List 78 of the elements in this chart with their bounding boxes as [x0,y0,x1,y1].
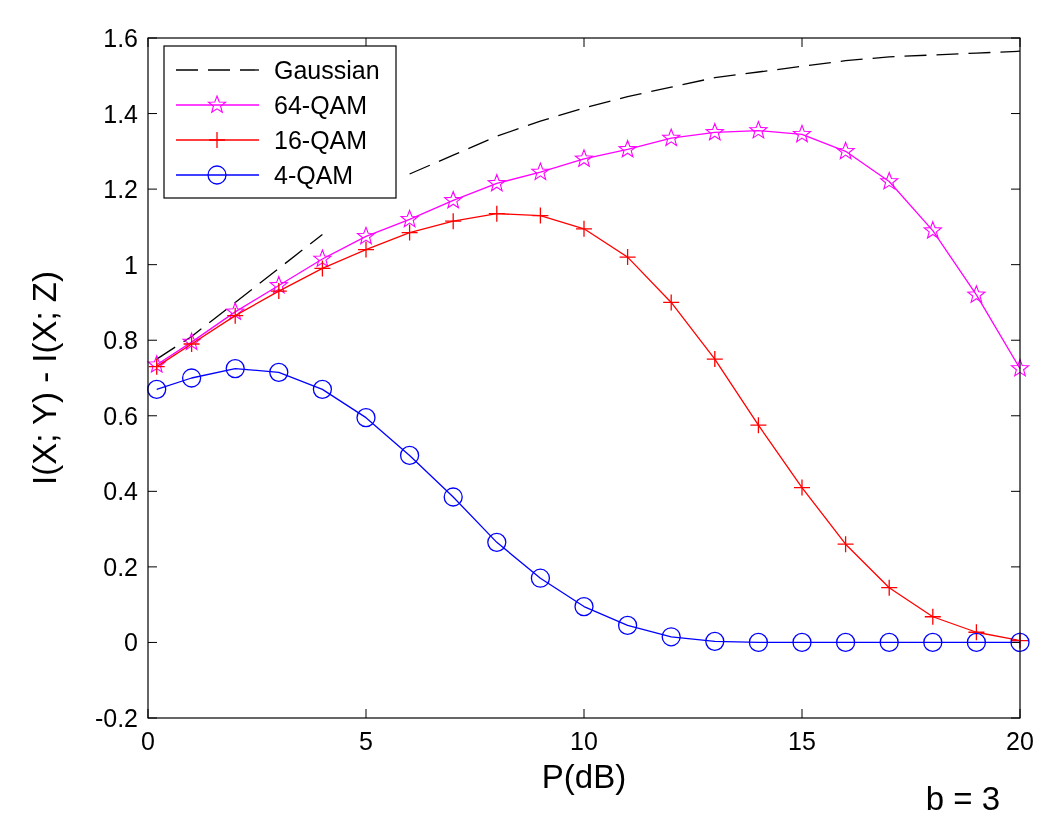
legend-label: 16-QAM [274,126,368,154]
point [444,212,462,230]
point [792,632,812,653]
point [618,139,637,158]
point [400,223,419,242]
y-tick-label: 0.6 [103,401,138,430]
point [574,149,594,167]
point [617,615,638,636]
point [530,568,551,588]
point [313,259,332,278]
point [531,206,550,225]
point [923,632,943,653]
point [924,608,942,626]
x-tick-label: 15 [788,727,816,755]
point [147,379,167,399]
y-tick-label: 1.4 [103,99,139,128]
point [705,122,724,141]
y-tick-label: 0.8 [103,326,138,355]
point [443,487,463,507]
point [793,478,811,497]
point [879,632,899,653]
point [967,623,986,641]
point [749,121,768,139]
x-tick-label: 5 [359,727,373,755]
x-tick-label: 10 [570,727,598,755]
point [966,632,987,653]
point [269,275,288,294]
point [312,379,333,399]
point [400,209,419,228]
point [706,350,724,368]
point [487,173,506,192]
y-tick-label: 0.2 [103,552,138,581]
point [531,162,550,180]
point [923,221,942,239]
point [880,579,898,597]
point [225,358,245,379]
point [356,226,376,245]
point [270,282,288,300]
point [748,632,769,653]
point [1010,359,1030,377]
y-tick-label: 1 [124,250,138,279]
point [488,205,506,223]
point [574,596,594,617]
text: b = 3 [925,780,1000,817]
point [967,285,986,303]
legend-label: 4-QAM [274,161,354,189]
point [226,302,245,320]
point [661,627,681,647]
point [226,307,244,325]
x-axis-title: P(dB) [541,758,627,795]
point [835,632,856,653]
point [618,248,637,266]
x-tick-label: 20 [1006,727,1034,755]
point [880,172,899,190]
point [313,249,332,267]
point [444,190,463,209]
point [705,631,725,651]
point [749,416,768,434]
y-tick-label: 0.4 [103,477,139,506]
point [357,240,375,259]
y-tick-label: 0 [124,628,138,657]
point [662,293,680,312]
y-tick-label: 1.2 [103,175,138,204]
point [836,141,855,160]
y-tick-label: -0.2 [94,704,138,732]
point [575,220,593,238]
point [662,128,681,146]
y-axis-title: I(X; Y) - I(X; Z) [26,271,63,485]
legend-label: Gaussian [274,56,380,84]
y-tick-label: 1.6 [103,24,138,52]
point [269,362,289,382]
legend-label: 64-QAM [274,91,368,119]
point [181,368,202,388]
point [356,408,376,428]
point [487,532,507,552]
point [399,445,420,466]
point [792,124,812,143]
point [836,535,855,553]
